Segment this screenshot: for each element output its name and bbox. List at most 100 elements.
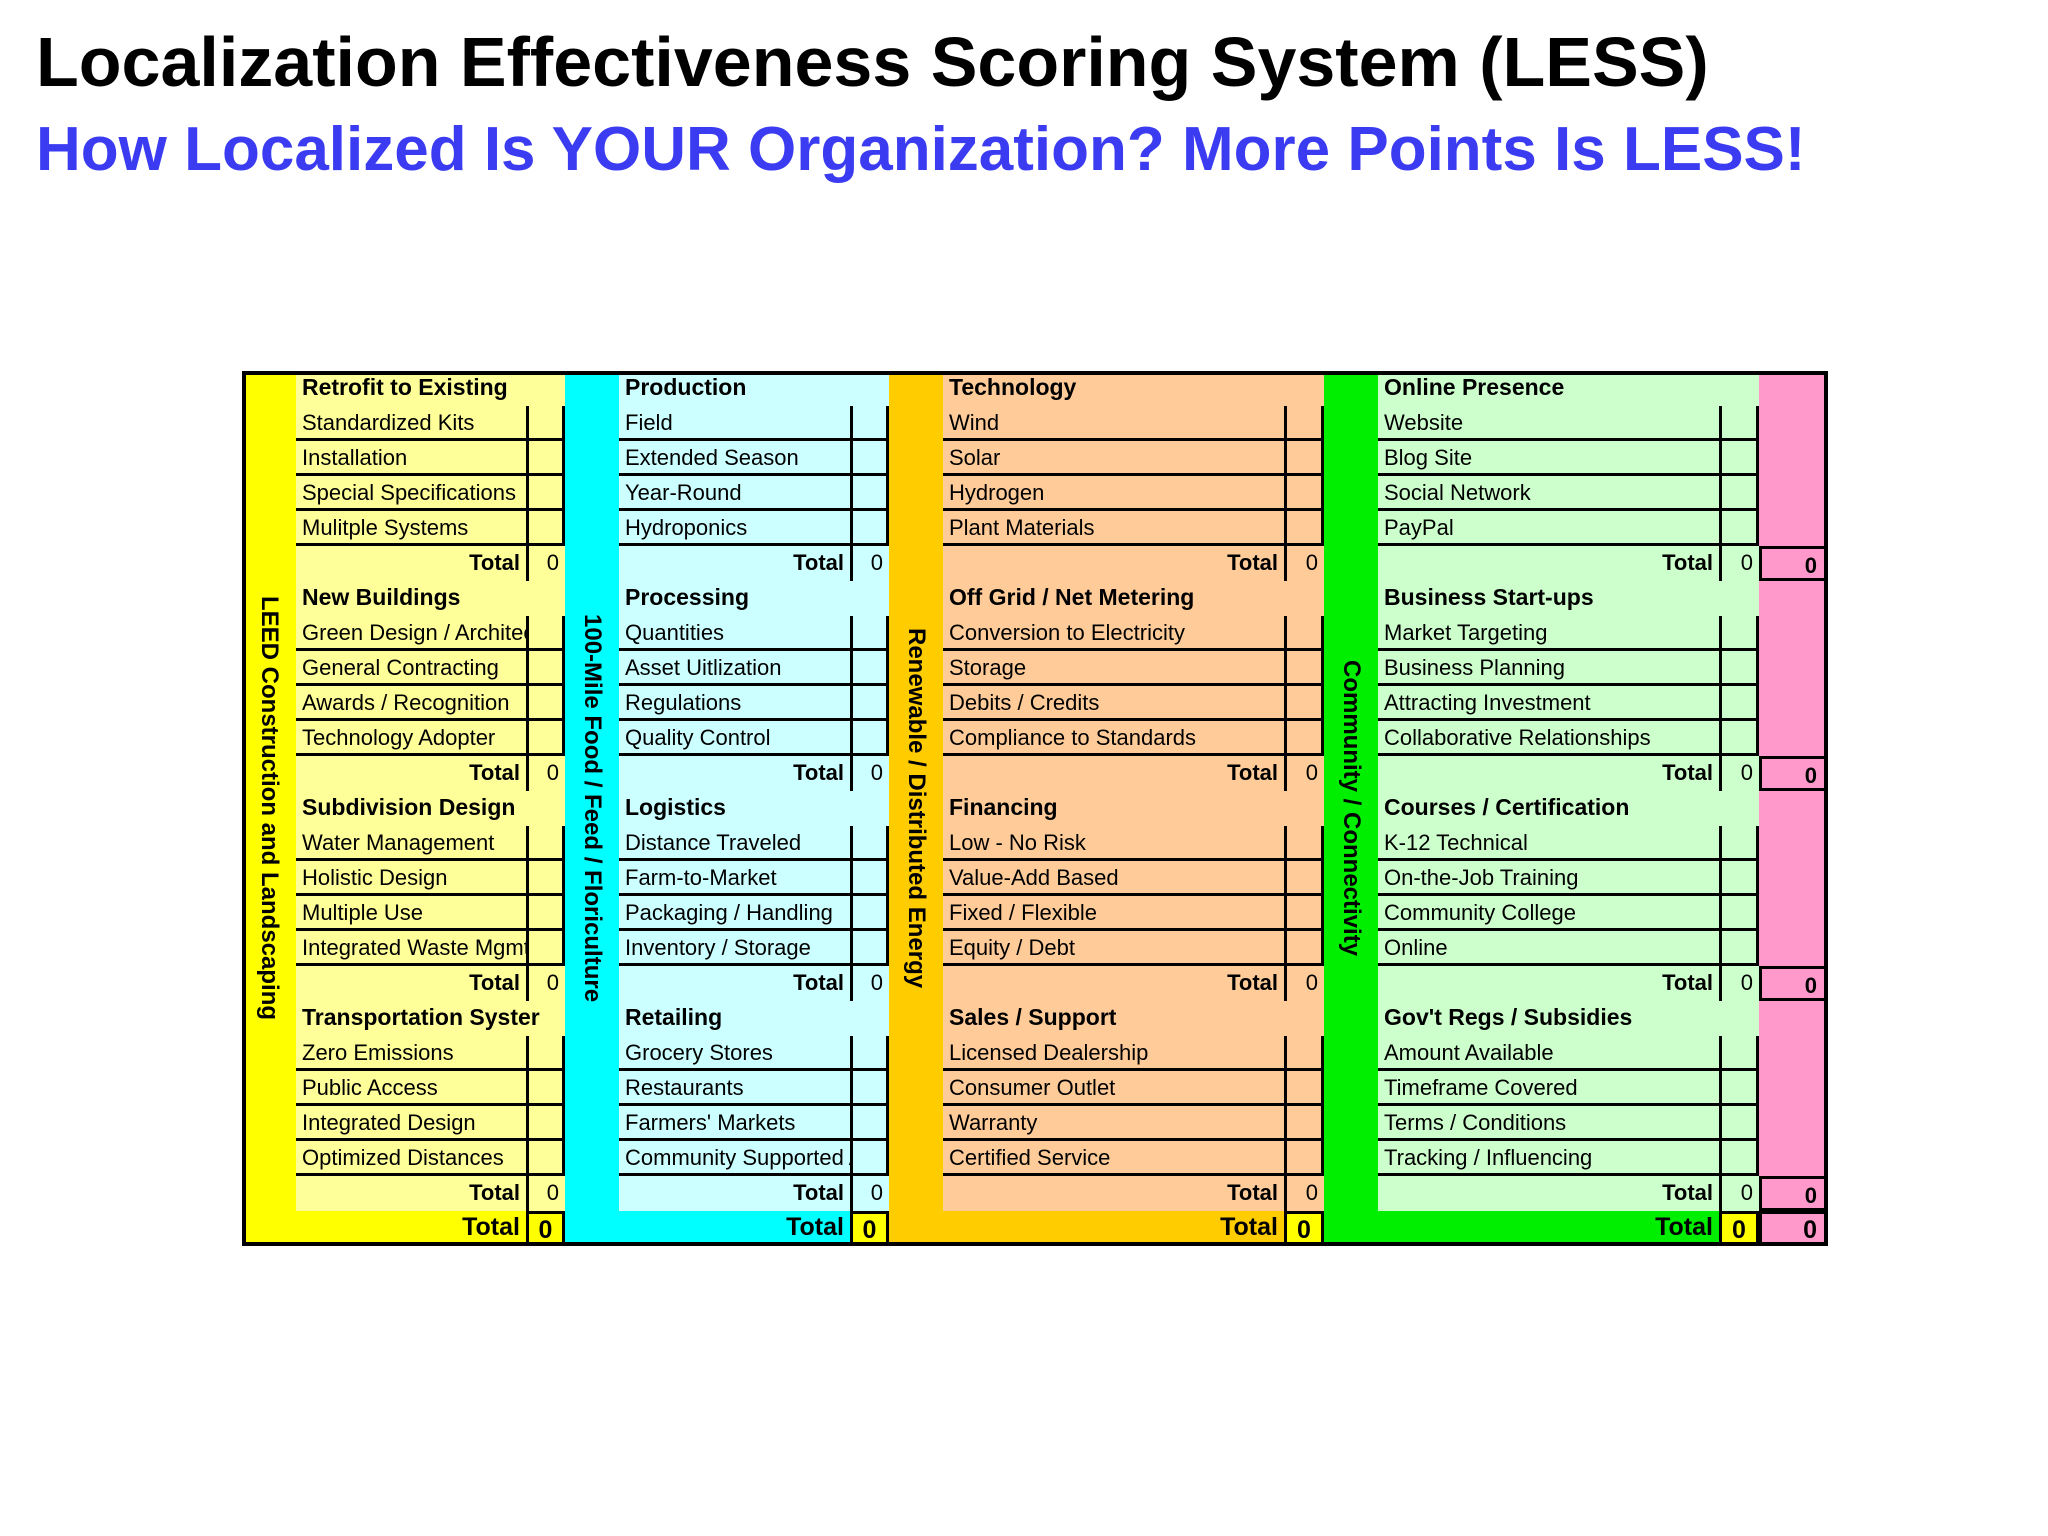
overall-grand-total: 0 — [1759, 1211, 1828, 1246]
item-label: Zero Emissions — [296, 1036, 526, 1071]
grand-total-label: Total — [619, 1211, 850, 1246]
total-value: 0 — [1284, 756, 1324, 791]
item-label: Optimized Distances — [296, 1141, 526, 1176]
total-label: Total — [793, 760, 844, 785]
score-box — [1284, 406, 1324, 441]
score-box — [1284, 861, 1324, 896]
item-label: Year-Round — [619, 476, 850, 511]
section-label: 100-Mile Food / Feed / Floriculture — [565, 371, 619, 1246]
item-label: Website — [1378, 406, 1719, 441]
item-label: Low - No Risk — [943, 826, 1284, 861]
total-value: 0 — [850, 966, 889, 1001]
item-label: Terms / Conditions — [1378, 1106, 1719, 1141]
total-label: Total — [1662, 550, 1713, 575]
item-label: Conversion to Electricity — [943, 616, 1284, 651]
score-box — [850, 616, 889, 651]
score-box — [850, 1106, 889, 1141]
grand-total-label: Total — [1378, 1211, 1719, 1246]
group-title: Retrofit to Existing — [302, 374, 508, 400]
section-body — [1378, 371, 1759, 1211]
item-label: Integrated Design — [296, 1106, 526, 1141]
total-label: Total — [469, 970, 520, 995]
item-label: Collaborative Relationships — [1378, 721, 1719, 756]
total-value: 0 — [1284, 1176, 1324, 1211]
overall-row-total: 0 — [1759, 546, 1828, 581]
score-box — [850, 721, 889, 756]
score-box — [1284, 721, 1324, 756]
total-value: 0 — [1719, 966, 1759, 1001]
item-label: Field — [619, 406, 850, 441]
score-box — [1284, 686, 1324, 721]
item-label: Standardized Kits — [296, 406, 526, 441]
item-label: Restaurants — [619, 1071, 850, 1106]
total-value: 0 — [1719, 756, 1759, 791]
item-label: Farmers' Markets — [619, 1106, 850, 1141]
overall-row-total: 0 — [1759, 966, 1828, 1001]
item-label: Public Access — [296, 1071, 526, 1106]
score-box — [1284, 476, 1324, 511]
score-box — [526, 896, 565, 931]
score-box — [850, 1141, 889, 1176]
score-box — [526, 931, 565, 966]
score-box — [526, 721, 565, 756]
score-box — [850, 1071, 889, 1106]
section-body — [619, 371, 889, 1211]
score-box — [526, 861, 565, 896]
score-box — [1284, 1106, 1324, 1141]
score-box — [1719, 721, 1759, 756]
item-label: Farm-to-Market — [619, 861, 850, 896]
score-box — [850, 896, 889, 931]
score-box — [526, 1036, 565, 1071]
item-label: PayPal — [1378, 511, 1719, 546]
score-box — [1719, 476, 1759, 511]
score-box — [1719, 1106, 1759, 1141]
score-box — [1284, 896, 1324, 931]
subtitle: How Localized Is YOUR Organization? More… — [36, 115, 1806, 184]
score-box — [850, 1036, 889, 1071]
score-box — [1284, 651, 1324, 686]
score-box — [526, 476, 565, 511]
item-label: Regulations — [619, 686, 850, 721]
item-label: Grocery Stores — [619, 1036, 850, 1071]
score-box — [1719, 1071, 1759, 1106]
group-title: Gov't Regs / Subsidies — [1384, 1004, 1633, 1030]
grand-total-label: Total — [943, 1211, 1284, 1246]
section-body — [943, 371, 1324, 1211]
score-box — [850, 861, 889, 896]
score-box — [850, 511, 889, 546]
group-title: Sales / Support — [949, 1004, 1117, 1030]
total-value: 0 — [526, 756, 565, 791]
score-box — [1284, 1036, 1324, 1071]
score-box — [850, 826, 889, 861]
score-box — [850, 931, 889, 966]
item-label: Tracking / Influencing — [1378, 1141, 1719, 1176]
grand-total-value: 0 — [850, 1211, 889, 1246]
item-label: Storage — [943, 651, 1284, 686]
item-label: Distance Traveled — [619, 826, 850, 861]
item-label: Multiple Use — [296, 896, 526, 931]
score-box — [526, 616, 565, 651]
score-box — [1284, 511, 1324, 546]
score-table: LEED Construction and Landscaping Retrofi… — [242, 371, 1828, 1246]
item-label: Holistic Design — [296, 861, 526, 896]
item-label: Community College — [1378, 896, 1719, 931]
group-title: Logistics — [625, 794, 726, 820]
total-value: 0 — [526, 966, 565, 1001]
score-box — [1719, 651, 1759, 686]
group-title: Business Start-ups — [1384, 584, 1594, 610]
total-label: Total — [469, 1180, 520, 1205]
score-box — [850, 686, 889, 721]
grand-total-value: 0 — [1284, 1211, 1324, 1246]
item-label: Asset Uitlization — [619, 651, 850, 686]
score-box — [526, 1141, 565, 1176]
score-box — [1719, 896, 1759, 931]
grand-total-label: Total — [296, 1211, 526, 1246]
item-label: On-the-Job Training — [1378, 861, 1719, 896]
item-label: Special Specifications — [296, 476, 526, 511]
group-title: Retailing — [625, 1004, 723, 1030]
score-box — [1284, 1141, 1324, 1176]
item-label: Consumer Outlet — [943, 1071, 1284, 1106]
item-label: Quality Control — [619, 721, 850, 756]
score-box — [526, 1106, 565, 1141]
